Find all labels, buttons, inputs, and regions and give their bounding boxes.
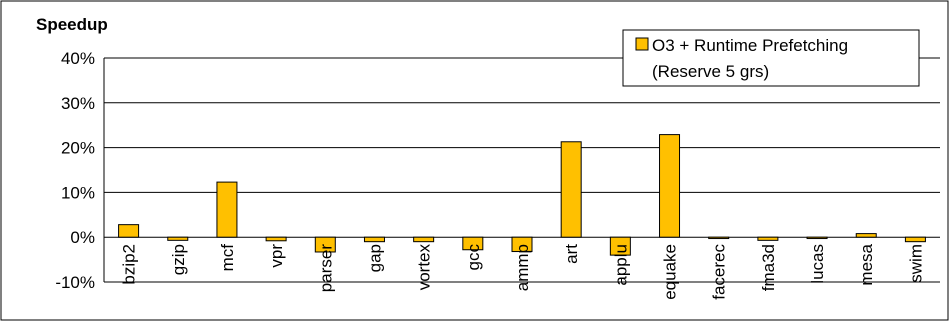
x-tick-label: facerec xyxy=(710,244,729,300)
x-tick-label: fma3d xyxy=(759,244,778,291)
bar-facerec xyxy=(708,236,730,240)
bar-gzip xyxy=(167,236,189,241)
bar-parser xyxy=(314,236,336,253)
x-tick-label: gzip xyxy=(169,244,188,275)
legend-box xyxy=(622,29,920,87)
x-tick-label: vpr xyxy=(267,244,286,268)
x-tick-labels: bzip2 gzip mcf vpr parser gap vortex gcc ammp art… xyxy=(120,243,926,299)
y-tick-label: 10% xyxy=(61,183,95,202)
bar-gap xyxy=(363,236,385,243)
x-tick-label: art xyxy=(562,244,581,264)
legend-label-line-2: (Reserve 5 grs) xyxy=(652,62,769,81)
bar-equake xyxy=(659,134,681,238)
y-tick-label: 30% xyxy=(61,94,95,113)
bar-gcc xyxy=(462,236,484,251)
x-tick-label: parser xyxy=(316,244,335,293)
legend: O3 + Runtime Prefetching (Reserve 5 grs) xyxy=(622,29,920,87)
y-tick-labels: 40% 30% 20% 10% 0% -10% xyxy=(55,49,95,292)
bar-mcf xyxy=(216,181,238,238)
y-tick-label: 40% xyxy=(61,49,95,68)
x-tick-label: gcc xyxy=(464,244,483,271)
x-tick-label: equake xyxy=(661,244,680,300)
bar-applu xyxy=(609,236,631,256)
legend-swatch xyxy=(635,37,649,51)
y-tick-label: -10% xyxy=(55,273,95,292)
x-tick-label: swim xyxy=(906,244,925,283)
bar-vortex xyxy=(413,236,435,243)
x-tick-label: vortex xyxy=(415,244,434,291)
x-tick-label: bzip2 xyxy=(120,244,139,285)
x-tick-label: ammp xyxy=(513,244,532,291)
x-tick-label: mcf xyxy=(218,244,237,272)
y-tick-label: 0% xyxy=(70,228,95,247)
bars xyxy=(118,134,926,256)
bar-fma3d xyxy=(757,236,779,241)
bar-bzip2 xyxy=(118,224,140,238)
x-tick-label: gap xyxy=(365,244,384,272)
bar-lucas xyxy=(806,236,828,240)
bar-ammp xyxy=(511,236,533,253)
bar-swim xyxy=(904,236,926,243)
bar-vpr xyxy=(265,236,287,242)
bar-mesa xyxy=(855,233,877,238)
x-tick-label: mesa xyxy=(857,243,876,285)
x-tick-label: lucas xyxy=(808,244,827,284)
legend-label-line-1: O3 + Runtime Prefetching xyxy=(652,36,848,55)
x-tick-label: applu xyxy=(611,244,630,286)
y-tick-label: 20% xyxy=(61,139,95,158)
y-axis-title: Speedup xyxy=(36,15,108,34)
bar-art xyxy=(560,141,582,238)
